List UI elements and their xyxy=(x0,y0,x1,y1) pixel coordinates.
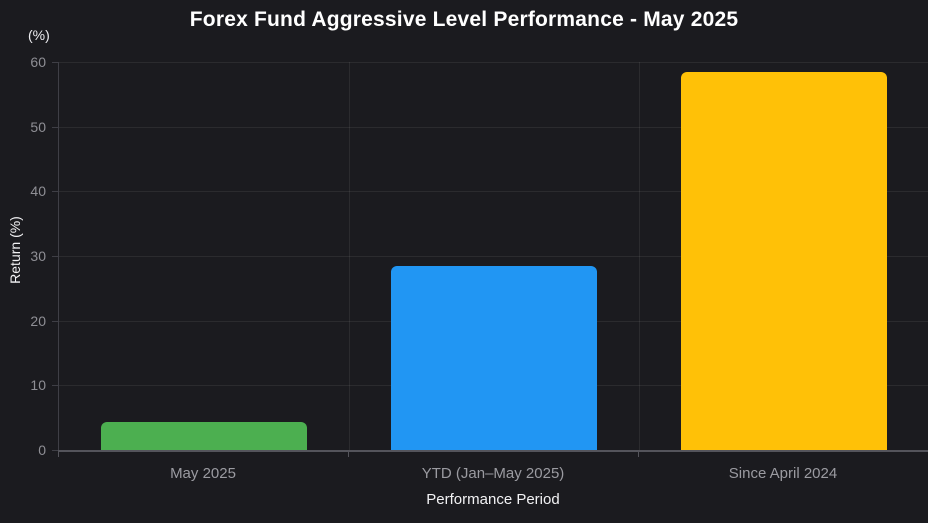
x-axis-label: Performance Period xyxy=(426,491,560,508)
gridline-y-40 xyxy=(59,191,928,193)
x-tick-label-may-2025: May 2025 xyxy=(170,465,236,482)
chart-title: Forex Fund Aggressive Level Performance … xyxy=(189,8,739,31)
y-tick-mark-40 xyxy=(52,191,58,193)
y-tick-mark-10 xyxy=(52,385,58,387)
y-tick-mark-60 xyxy=(52,62,58,63)
bar-may-2025[interactable] xyxy=(101,422,307,450)
plot-area xyxy=(58,62,928,452)
y-tick-label-60: 60 xyxy=(30,54,46,70)
y-axis-unit-label: (%) xyxy=(28,27,50,43)
y-tick-label-20: 20 xyxy=(30,312,46,329)
gridline-x-1 xyxy=(349,62,350,450)
y-tick-label-30: 30 xyxy=(30,248,46,264)
y-tick-label-50: 50 xyxy=(30,118,46,135)
gridline-y-30 xyxy=(59,256,928,257)
bar-since-april-2024[interactable] xyxy=(681,72,887,450)
y-tick-mark-0 xyxy=(52,450,58,451)
gridline-y-50 xyxy=(59,126,928,128)
y-tick-label-0: 0 xyxy=(38,442,46,458)
x-tick-label-ytd-jan-may-2025: YTD (Jan–May 2025) xyxy=(421,465,565,482)
y-tick-label-10: 10 xyxy=(30,377,46,394)
x-tick-mark-1 xyxy=(348,450,349,457)
y-tick-label-40: 40 xyxy=(30,183,46,200)
gridline-y-60 xyxy=(59,62,928,63)
y-tick-mark-20 xyxy=(52,320,58,322)
x-tick-mark-0 xyxy=(58,450,59,457)
x-tick-mark-2 xyxy=(638,450,639,457)
bar-ytd-jan-may-2025[interactable] xyxy=(391,266,597,450)
y-tick-mark-30 xyxy=(52,256,58,257)
x-tick-label-since-april-2024: Since April 2024 xyxy=(728,465,838,482)
gridline-x-2 xyxy=(639,62,640,450)
y-tick-mark-50 xyxy=(52,126,58,128)
